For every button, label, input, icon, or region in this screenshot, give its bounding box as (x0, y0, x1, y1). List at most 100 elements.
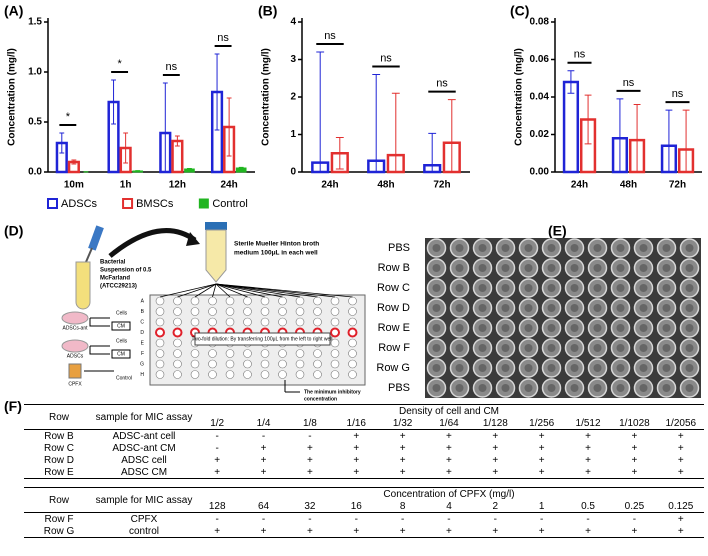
photo-well-center (593, 304, 602, 312)
dish (61, 311, 89, 325)
photo-well-center (593, 264, 602, 272)
well (313, 370, 322, 379)
photo-well-center (432, 304, 441, 312)
significance-label: ns (166, 61, 178, 73)
table-cell: + (214, 454, 221, 466)
significance-label: ns (380, 52, 392, 64)
photo-well-center (639, 264, 648, 272)
pipette-line (177, 283, 217, 298)
well (208, 317, 217, 327)
photo-well-center (685, 344, 694, 352)
table-cell: + (425, 466, 473, 479)
table-cell: + (677, 513, 684, 525)
source-label: ADSCs (67, 353, 84, 359)
photo-well-center (432, 344, 441, 352)
photo-well-center (662, 264, 671, 272)
photo-well-center (570, 324, 579, 332)
photo-well-center (616, 384, 625, 392)
well (260, 317, 270, 327)
photo-well-center (432, 284, 441, 292)
mic-label: The minimum inhibitory (304, 389, 361, 395)
photo-well-center (547, 244, 556, 252)
table-cell: + (492, 430, 499, 442)
well (348, 307, 357, 316)
error-bar (214, 53, 220, 131)
well (155, 317, 165, 327)
table-cell: - (632, 513, 637, 525)
photo-well-center (570, 264, 579, 272)
well (243, 307, 252, 316)
table-cell: + (286, 525, 334, 538)
bar (562, 80, 580, 174)
error-bar (123, 132, 129, 164)
well (313, 296, 322, 306)
y-tick-label: 1.5 (28, 17, 42, 28)
x-tick-label: 1h (120, 180, 132, 191)
photo-well-center (685, 324, 694, 332)
photo-well-center (685, 264, 694, 272)
table-cell: + (446, 454, 452, 466)
table-cell: + (194, 525, 241, 538)
photo-well-center (593, 384, 602, 392)
well (260, 296, 270, 306)
table-cell: ADSC-ant cell (112, 430, 176, 442)
well (260, 370, 270, 379)
photo-well-center (547, 384, 556, 392)
table-cell: + (240, 525, 287, 538)
photo-well-center (616, 264, 625, 272)
pipette-line (159, 283, 217, 298)
photo-well-center (570, 364, 579, 372)
broth-label: Sterile Mueller Hinton broth (234, 241, 319, 248)
table-cell: + (240, 466, 287, 479)
well (330, 307, 340, 316)
photo-well-center (685, 284, 694, 292)
table-cell: + (657, 525, 704, 538)
table-cell: - (308, 513, 312, 525)
table-cell: Row B (44, 430, 74, 442)
table-cell: + (260, 454, 267, 466)
photo-well-center (455, 384, 464, 392)
pipette-line (215, 283, 266, 298)
photo-well-center (616, 244, 625, 252)
arrow-head (186, 232, 200, 246)
table-cell: + (492, 442, 499, 454)
row-label: Row E (378, 322, 410, 334)
well (260, 307, 270, 316)
well (173, 296, 182, 306)
table-cell: 1/8 (286, 417, 334, 430)
broth-tube (205, 222, 227, 283)
plate-row-label: H (140, 372, 144, 378)
x-tick-label: 48h (377, 180, 394, 191)
table-cell: Row C (43, 442, 74, 454)
photo-well-center (685, 384, 694, 392)
well (190, 370, 200, 379)
well (225, 370, 235, 379)
well (243, 359, 252, 369)
well (278, 370, 287, 379)
photo-well-center (501, 364, 510, 372)
table-cell: + (399, 430, 406, 442)
pipette-line (194, 283, 217, 298)
table-cell: 8 (379, 500, 426, 513)
table-cell: sample for MIC assay (94, 487, 194, 513)
table-cell: 2 (472, 500, 519, 513)
table-cell: 1/256 (518, 417, 565, 430)
well (225, 307, 235, 316)
well (348, 317, 357, 327)
error-bar (567, 70, 575, 94)
pipette-line (215, 283, 231, 298)
photo-well-center (524, 324, 533, 332)
well (330, 359, 340, 369)
mic-table: Row sample for MIC assay Density of cell a… (24, 404, 704, 479)
error-bar (665, 109, 673, 173)
table-cell: 1/64 (425, 417, 473, 430)
plate-row-label: G (140, 361, 144, 367)
well (225, 296, 235, 306)
well (348, 349, 357, 358)
photo-well-center (432, 324, 441, 332)
photo-well-center (685, 364, 694, 372)
photo-well-center (455, 304, 464, 312)
table-cell: - (354, 513, 358, 525)
photo-well-center (478, 324, 487, 332)
